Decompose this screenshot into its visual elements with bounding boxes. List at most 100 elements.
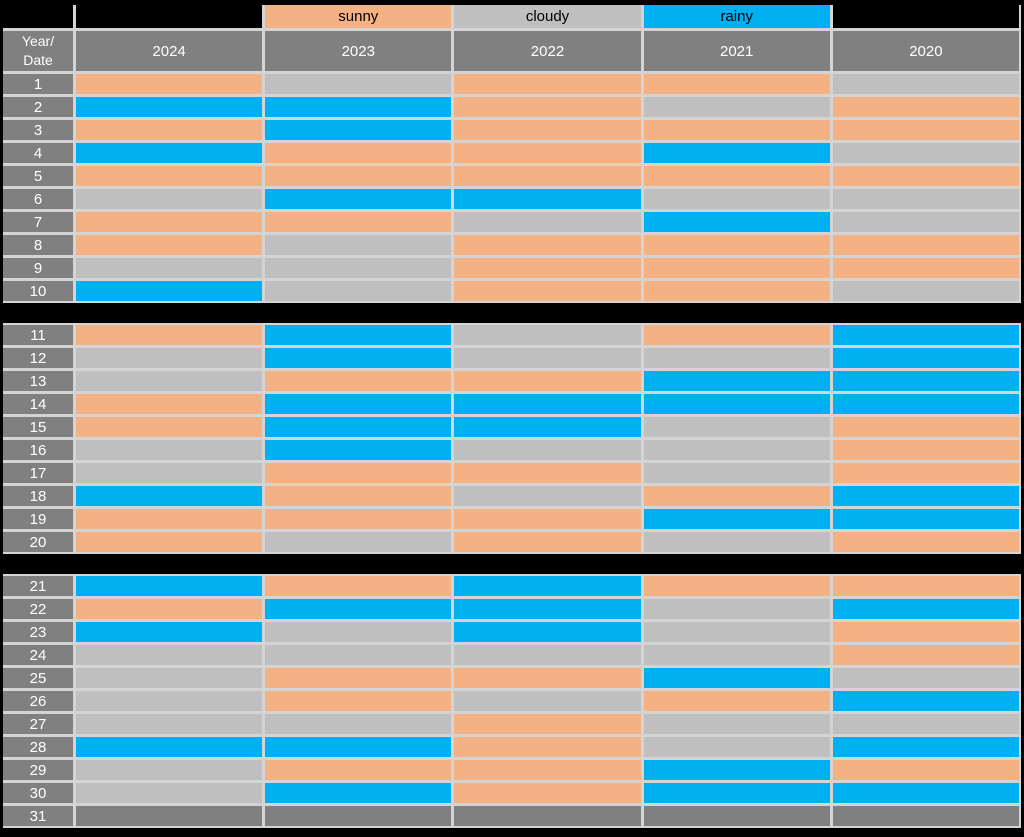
weather-cell-2023-day-5-sunny [265, 166, 452, 186]
weather-cell-2021-day-10-sunny [643, 281, 830, 301]
date-label-26: 26 [3, 691, 73, 711]
weather-cell-2023-day-20-cloudy [265, 532, 452, 552]
weather-cell-2023-day-12-rainy [265, 348, 452, 368]
weather-cell-2024-day-11-sunny [76, 325, 263, 345]
weather-cell-2021-day-20-cloudy [643, 532, 830, 552]
year-header-2020: 2020 [832, 31, 1019, 71]
weather-cell-2024-day-30-cloudy [76, 783, 263, 803]
weather-cell-2020-day-15-sunny [832, 417, 1019, 437]
date-label-13: 13 [3, 371, 73, 391]
legend-rainy-label: rainy [720, 8, 753, 25]
weather-cell-2024-day-28-rainy [76, 737, 263, 757]
weather-cell-2024-day-9-cloudy [76, 258, 263, 278]
calendar-header-block: sunny cloudy rainy Year/ Date 2024 2023 … [3, 5, 1021, 303]
weather-cell-2020-day-21-sunny [832, 576, 1019, 596]
weather-cell-2023-day-19-sunny [265, 509, 452, 529]
weather-cell-2021-day-17-cloudy [643, 463, 830, 483]
date-label-6: 6 [3, 189, 73, 209]
weather-cell-2020-day-31-none [832, 806, 1019, 826]
date-label-12: 12 [3, 348, 73, 368]
date-label-27: 27 [3, 714, 73, 734]
weather-cell-2022-day-4-sunny [454, 143, 641, 163]
date-label-31: 31 [3, 806, 73, 826]
date-label-25: 25 [3, 668, 73, 688]
legend-rainy-swatch: rainy [643, 5, 830, 28]
weather-cell-2020-day-22-rainy [832, 599, 1019, 619]
weather-cell-2022-day-21-rainy [454, 576, 641, 596]
date-label-10: 10 [3, 281, 73, 301]
weather-cell-2020-day-9-sunny [832, 258, 1019, 278]
weather-cell-2024-day-5-sunny [76, 166, 263, 186]
weather-cell-2022-day-12-cloudy [454, 348, 641, 368]
weather-cell-2022-day-22-rainy [454, 599, 641, 619]
date-label-30: 30 [3, 783, 73, 803]
date-label-11: 11 [3, 325, 73, 345]
weather-cell-2020-day-2-sunny [832, 97, 1019, 117]
weather-cell-2021-day-15-cloudy [643, 417, 830, 437]
weather-cell-2021-day-11-sunny [643, 325, 830, 345]
weather-cell-2024-day-21-rainy [76, 576, 263, 596]
weather-cell-2023-day-30-rainy [265, 783, 452, 803]
weather-cell-2024-day-14-sunny [76, 394, 263, 414]
weather-cell-2021-day-3-sunny [643, 120, 830, 140]
year-header-2024: 2024 [76, 31, 263, 71]
weather-cell-2021-day-12-cloudy [643, 348, 830, 368]
weather-cell-2021-day-16-cloudy [643, 440, 830, 460]
weather-cell-2023-day-31-none [265, 806, 452, 826]
weather-cell-2023-day-17-sunny [265, 463, 452, 483]
weather-cell-2021-day-27-cloudy [643, 714, 830, 734]
weather-cell-2020-day-14-rainy [832, 394, 1019, 414]
weather-cell-2024-day-22-sunny [76, 599, 263, 619]
weather-cell-2021-day-5-sunny [643, 166, 830, 186]
weather-cell-2022-day-18-cloudy [454, 486, 641, 506]
weather-cell-2022-day-31-none [454, 806, 641, 826]
weather-cell-2023-day-26-sunny [265, 691, 452, 711]
weather-cell-2020-day-16-sunny [832, 440, 1019, 460]
date-label-24: 24 [3, 645, 73, 665]
weather-cell-2020-day-18-rainy [832, 486, 1019, 506]
weather-cell-2022-day-25-sunny [454, 668, 641, 688]
weather-cell-2023-day-14-rainy [265, 394, 452, 414]
weather-cell-2022-day-19-sunny [454, 509, 641, 529]
date-label-28: 28 [3, 737, 73, 757]
weather-cell-2022-day-8-sunny [454, 235, 641, 255]
weather-cell-2022-day-27-sunny [454, 714, 641, 734]
weather-cell-2023-day-28-rainy [265, 737, 452, 757]
date-label-8: 8 [3, 235, 73, 255]
date-label-9: 9 [3, 258, 73, 278]
legend-empty-corner [3, 5, 73, 28]
weather-cell-2023-day-7-sunny [265, 212, 452, 232]
weather-cell-2021-day-8-sunny [643, 235, 830, 255]
weather-cell-2024-day-26-cloudy [76, 691, 263, 711]
weather-cell-2021-day-6-cloudy [643, 189, 830, 209]
weather-cell-2020-day-1-cloudy [832, 74, 1019, 94]
weather-cell-2021-day-22-cloudy [643, 599, 830, 619]
legend-cloudy-label: cloudy [525, 8, 570, 25]
weather-cell-2024-day-18-rainy [76, 486, 263, 506]
weather-cell-2024-day-15-sunny [76, 417, 263, 437]
weather-cell-2024-day-17-cloudy [76, 463, 263, 483]
year-header-2021: 2021 [643, 31, 830, 71]
weather-cell-2021-day-2-cloudy [643, 97, 830, 117]
weather-cell-2024-day-25-cloudy [76, 668, 263, 688]
weather-cell-2021-day-18-sunny [643, 486, 830, 506]
weather-cell-2022-day-9-sunny [454, 258, 641, 278]
weather-cell-2020-day-24-sunny [832, 645, 1019, 665]
date-label-5: 5 [3, 166, 73, 186]
date-label-2: 2 [3, 97, 73, 117]
weather-cell-2022-day-10-sunny [454, 281, 641, 301]
weather-cell-2021-day-13-rainy [643, 371, 830, 391]
weather-cell-2023-day-16-rainy [265, 440, 452, 460]
weather-cell-2024-day-23-rainy [76, 622, 263, 642]
date-label-7: 7 [3, 212, 73, 232]
weather-cell-2023-day-18-sunny [265, 486, 452, 506]
weather-cell-2020-day-17-sunny [832, 463, 1019, 483]
year-date-corner-header: Year/ Date [3, 31, 73, 71]
weather-cell-2023-day-2-rainy [265, 97, 452, 117]
weather-cell-2024-day-19-sunny [76, 509, 263, 529]
weather-cell-2022-day-14-rainy [454, 394, 641, 414]
weather-cell-2020-day-11-rainy [832, 325, 1019, 345]
weather-cell-2023-day-13-sunny [265, 371, 452, 391]
weather-cell-2023-day-9-cloudy [265, 258, 452, 278]
weather-cell-2020-day-7-cloudy [832, 212, 1019, 232]
